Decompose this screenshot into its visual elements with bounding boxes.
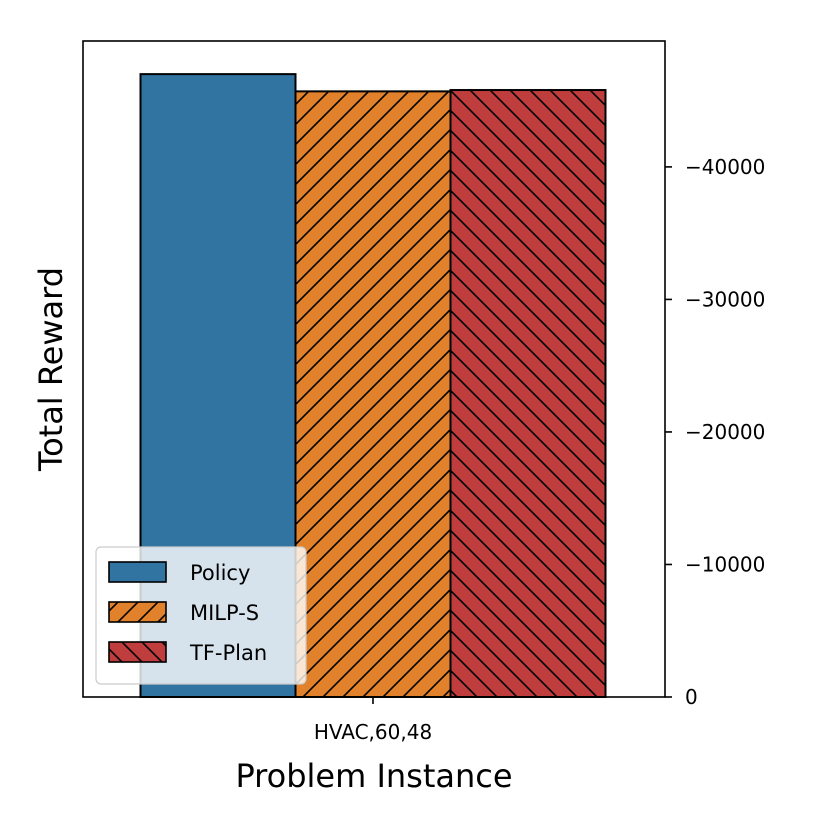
x-axis-ticks: HVAC,60,48: [314, 697, 432, 744]
y-axis-ticks: 0 −10000 −20000 −30000 −40000: [665, 155, 765, 709]
y-tick-label: −30000: [685, 287, 765, 311]
legend-label-tf-plan: TF-Plan: [189, 641, 267, 665]
y-tick-label: −10000: [685, 552, 765, 576]
y-tick-label: −20000: [685, 420, 765, 444]
legend-swatch-policy: [109, 562, 166, 582]
y-tick-label: −40000: [685, 155, 765, 179]
legend-label-milp-s: MILP-S: [190, 601, 259, 625]
legend-swatch-outline: [108, 641, 167, 663]
legend-swatch-outline: [108, 561, 167, 583]
x-tick-label: HVAC,60,48: [314, 720, 432, 744]
bar-hatch-milp-s: [295, 91, 451, 697]
y-axis-title: Total Reward: [32, 267, 70, 472]
legend-swatch-outline: [108, 601, 167, 623]
bars-group: [139, 73, 607, 699]
legend-label-policy: Policy: [190, 561, 250, 585]
legend-swatch-hatch: [109, 602, 166, 622]
bar-hatch-tf-plan: [450, 90, 606, 697]
y-tick-label: 0: [685, 685, 698, 709]
legend-swatch-hatch: [109, 642, 166, 662]
x-axis-title: Problem Instance: [235, 757, 512, 795]
plot-frame: [82, 40, 666, 698]
legend: Policy MILP-S TF-Plan: [95, 546, 307, 685]
